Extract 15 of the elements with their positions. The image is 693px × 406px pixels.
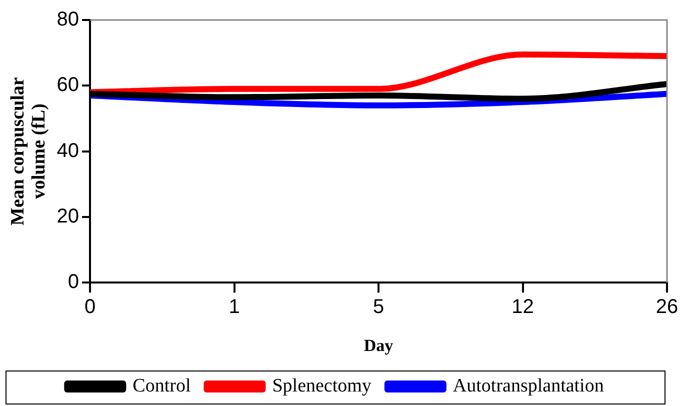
y-tick-label: 80 (56, 8, 80, 31)
y-tick-label: 0 (68, 271, 80, 294)
x-tick-label: 5 (372, 296, 384, 318)
x-tick-label: 0 (84, 296, 96, 318)
x-tick-label: 1 (228, 296, 240, 318)
x-tick-label: 26 (656, 296, 678, 318)
y-tick-label: 40 (56, 140, 80, 162)
x-axis-title: Day (364, 336, 394, 356)
y-tick-label: 60 (56, 74, 80, 96)
y-tick-label: 20 (56, 205, 80, 228)
legend-label: Splenectomy (272, 375, 372, 396)
y-axis-title: Mean corpuscular volume (fL) (7, 76, 50, 226)
legend-label: Control (132, 375, 191, 396)
x-tick-label: 12 (512, 296, 534, 318)
legend-label: Autotransplantation (452, 375, 604, 396)
